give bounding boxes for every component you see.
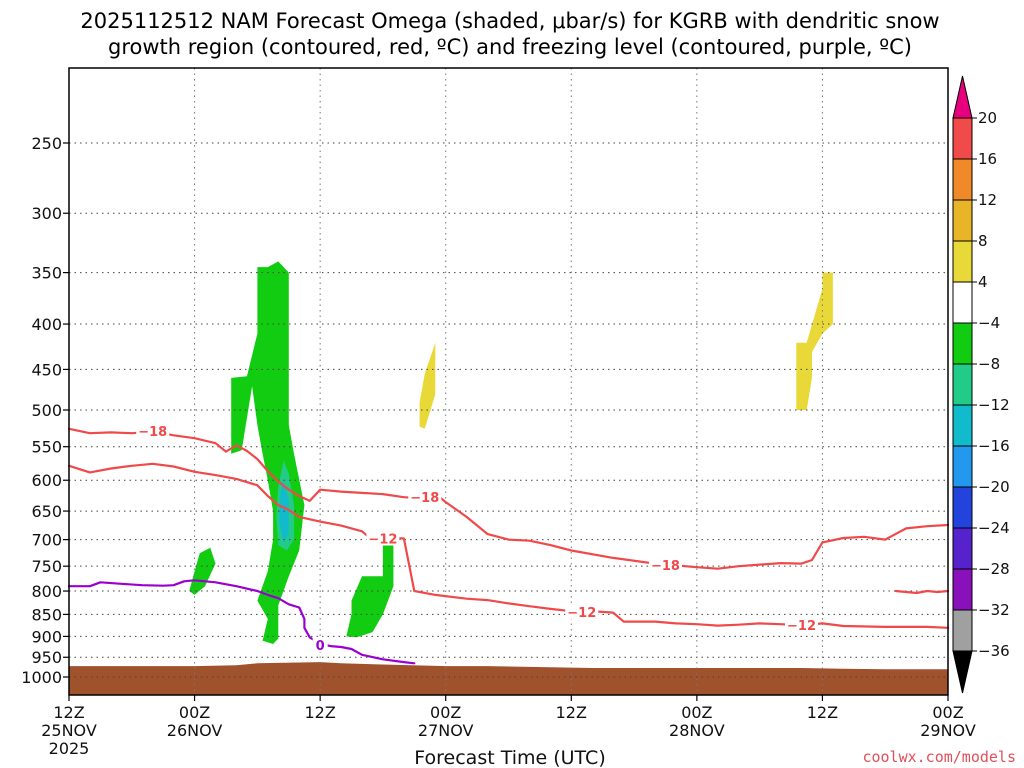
- contour-label-4: −12: [567, 606, 596, 621]
- x-tick-label-84-0: 00Z: [932, 703, 963, 722]
- colorbar-label-7: −12: [978, 396, 1010, 414]
- colorbar-label-9: −20: [978, 478, 1010, 496]
- plot-frame: [68, 67, 949, 696]
- colorbar-label-2: 12: [978, 191, 997, 209]
- x-tick-label-0-2: 2025: [49, 739, 90, 758]
- contour-0-c-freezing-level: [67, 579, 416, 665]
- contour-label-1: −18: [410, 491, 439, 506]
- x-tick-label-60-0: 00Z: [681, 703, 712, 722]
- y-tick-label-400: 400: [31, 315, 62, 334]
- colorbar-box-1: [952, 158, 973, 201]
- y-tick-label-450: 450: [31, 360, 62, 379]
- colorbar-box-9: [952, 486, 973, 529]
- x-tick-label-36-0: 00Z: [430, 703, 461, 722]
- omega-region-omega-4-to-8-central-blob: [346, 542, 394, 638]
- colorbar-box-5: [952, 322, 973, 365]
- contour-12-c-isotherm-lower: [67, 462, 950, 629]
- y-tick-label-550: 550: [31, 438, 62, 457]
- x-tick-label-24-0: 12Z: [304, 703, 335, 722]
- colorbar-label-12: −32: [978, 601, 1010, 619]
- colorbar-bottom-triangle: [952, 650, 973, 694]
- y-tick-label-500: 500: [31, 401, 62, 420]
- colorbar-label-1: 16: [978, 150, 997, 168]
- x-tick-label-12-0: 00Z: [179, 703, 210, 722]
- contour-18-c-isotherm-upper: [67, 427, 950, 570]
- y-tick-label-300: 300: [31, 204, 62, 223]
- y-tick-label-600: 600: [31, 471, 62, 490]
- omega-region-omega-4-to-8-left-blob: [189, 547, 216, 595]
- y-tick-label-800: 800: [31, 582, 62, 601]
- x-tick-label-48-0: 12Z: [556, 703, 587, 722]
- contour-label-6: 0: [316, 639, 325, 654]
- colorbar-box-7: [952, 404, 973, 447]
- contour-label-bg-3: [366, 530, 400, 546]
- contour-label-5: −12: [787, 619, 816, 634]
- omega-shading: [189, 261, 833, 644]
- contour-label-bg-6: [312, 636, 328, 652]
- colorbar-label-11: −28: [978, 560, 1010, 578]
- y-tick-label-950: 950: [31, 648, 62, 667]
- colorbar-box-11: [952, 568, 973, 611]
- y-tick-label-350: 350: [31, 264, 62, 283]
- colorbar-box-2: [952, 199, 973, 242]
- colorbar-box-8: [952, 445, 973, 488]
- contour-label-2: −18: [651, 559, 680, 574]
- contour-label-bg-2: [648, 557, 682, 573]
- x-tick-label-60-1: 28NOV: [669, 721, 725, 740]
- grid-lines: [68, 68, 949, 695]
- y-tick-label-850: 850: [31, 605, 62, 624]
- colorbar-label-5: −4: [978, 314, 1000, 332]
- x-tick-label-72-0: 12Z: [807, 703, 838, 722]
- chart-title-line1: 2025112512 NAM Forecast Omega (shaded, μ…: [80, 9, 939, 33]
- colorbar-box-0: [952, 117, 973, 160]
- colorbar-label-10: −24: [978, 519, 1010, 537]
- contour-label-bg-1: [408, 489, 442, 505]
- contour-label-bg-0: [136, 422, 170, 438]
- contour-label-0: −18: [138, 425, 167, 440]
- colorbar-top-triangle: [952, 75, 973, 119]
- colorbar: 20 16 12 8 4 −4 −8 −12 −16 −20 −24 −28 −32 −36: [952, 75, 1010, 694]
- omega-region-omega-4-to-8-yellow-mid: [419, 342, 436, 429]
- credit-text: coolwx.com/models: [862, 748, 1016, 766]
- contour-label-bg-4: [565, 604, 599, 620]
- terrain-layer: [69, 662, 948, 695]
- contour-label-3: −12: [368, 533, 397, 548]
- colorbar-label-0: 20: [978, 109, 997, 127]
- colorbar-box-12: [952, 609, 973, 652]
- contour-labels: −18 −18 −18 −12 −12 −12 0: [136, 422, 818, 654]
- colorbar-label-8: −16: [978, 437, 1010, 455]
- x-tick-label-36-1: 27NOV: [418, 721, 474, 740]
- colorbar-label-4: 4: [978, 273, 988, 291]
- x-tick-label-0-1: 25NOV: [41, 721, 97, 740]
- y-tick-label-900: 900: [31, 627, 62, 646]
- colorbar-label-3: 8: [978, 232, 988, 250]
- y-tick-label-650: 650: [31, 502, 62, 521]
- colorbar-box-3: [952, 240, 973, 283]
- y-tick-label-750: 750: [31, 557, 62, 576]
- colorbar-box-10: [952, 527, 973, 570]
- colorbar-label-13: −36: [978, 642, 1010, 660]
- omega-region-omega-4-to-8-yellow-right: [796, 272, 833, 410]
- x-tick-label-0-0: 12Z: [53, 703, 84, 722]
- x-tick-label-12-1: 26NOV: [167, 721, 223, 740]
- contour-12-c-isotherm-right-closed: [894, 589, 950, 595]
- colorbar-box-6: [952, 363, 973, 406]
- colorbar-box-4: [952, 281, 973, 324]
- colorbar-label-6: −8: [978, 355, 1000, 373]
- contour-label-bg-5: [785, 617, 818, 633]
- y-tick-label-700: 700: [31, 531, 62, 550]
- terrain-fill: [69, 662, 948, 695]
- y-axis-ticks: 250 300 350 400 450 500 550 600 650 700 750 800 850 9…: [21, 134, 69, 687]
- y-tick-label-250: 250: [31, 134, 62, 153]
- chart-title-line2: growth region (contoured, red, ºC) and f…: [108, 35, 912, 59]
- x-tick-label-84-1: 29NOV: [920, 721, 976, 740]
- y-tick-label-1000: 1000: [21, 668, 62, 687]
- x-axis-label: Forecast Time (UTC): [414, 747, 605, 768]
